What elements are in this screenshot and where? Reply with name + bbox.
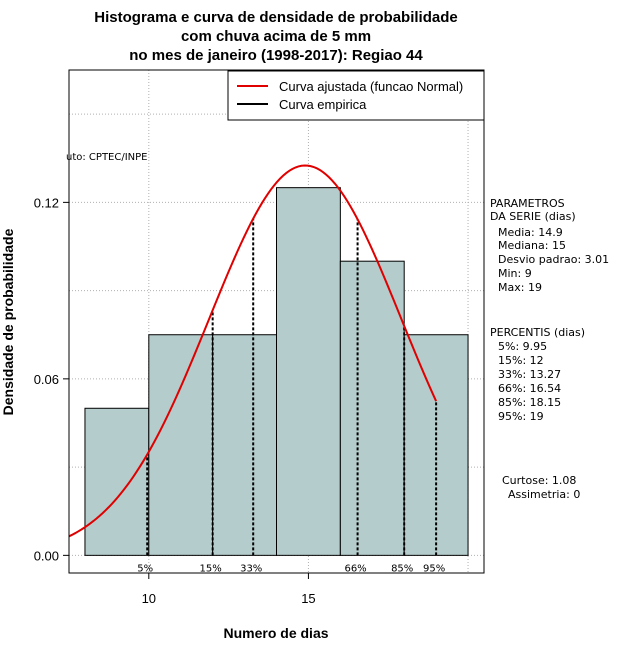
curtose-value: Curtose: 1.08 xyxy=(502,474,576,487)
percentile-label-1: 5% xyxy=(137,563,153,574)
y-tick-label: 0.12 xyxy=(34,195,59,210)
normal-fit-curve xyxy=(68,164,438,538)
histogram-bar-2 xyxy=(148,334,214,556)
param-media: Media: 14.9 xyxy=(498,226,563,239)
percentil-33: 33%: 13.27 xyxy=(498,368,561,381)
chart-title-line-1: Histograma e curva de densidade de proba… xyxy=(94,9,457,26)
percentile-label-5: 85% xyxy=(391,563,413,574)
x-axis-ticks: 10 15 xyxy=(142,573,316,606)
percentis-title: PERCENTIS (dias) xyxy=(490,326,585,339)
histogram-bar-5 xyxy=(339,260,405,556)
y-axis-label: Densidade de probabilidade xyxy=(0,228,16,415)
param-max: Max: 19 xyxy=(498,281,542,294)
percentile-label-3: 33% xyxy=(240,563,262,574)
histogram-bar-1 xyxy=(84,407,150,556)
credit-text: uto: CPTEC/INPE xyxy=(66,152,148,163)
x-tick-label: 15 xyxy=(301,591,315,606)
x-tick-label: 10 xyxy=(142,591,156,606)
percentile-label-2: 15% xyxy=(200,563,222,574)
legend: Curva ajustada (funcao Normal) Curva emp… xyxy=(227,70,485,121)
chart-title-line-2: com chuva acima de 5 mm xyxy=(181,28,371,45)
param-mediana: Mediana: 15 xyxy=(498,239,566,252)
legend-box xyxy=(227,70,485,121)
params-title-line-2: DA SERIE (dias) xyxy=(490,210,576,223)
y-tick-label: 0.06 xyxy=(34,372,59,387)
assimetria-value: Assimetria: 0 xyxy=(508,488,580,501)
plot-frame xyxy=(68,69,485,574)
percentile-label-6: 95% xyxy=(423,563,445,574)
percentile-lines: 5% 15% 33% 66% 85% 95% xyxy=(137,218,445,574)
param-desvio: Desvio padrao: 3.01 xyxy=(498,253,609,266)
legend-label-fit: Curva ajustada (funcao Normal) xyxy=(279,79,463,94)
histogram-bar-4 xyxy=(276,187,341,556)
histogram-bar-3 xyxy=(212,334,277,556)
params-title-line-1: PARAMETROS xyxy=(490,197,565,210)
param-min: Min: 9 xyxy=(498,267,532,280)
percentil-95: 95%: 19 xyxy=(498,410,544,423)
y-tick-label: 0.00 xyxy=(34,548,59,563)
histogram-bars xyxy=(84,187,469,556)
legend-label-empirical: Curva empirica xyxy=(279,97,367,112)
side-panel: PARAMETROS DA SERIE (dias) Media: 14.9 M… xyxy=(490,197,609,501)
percentil-85: 85%: 18.15 xyxy=(498,396,561,409)
y-axis-ticks: 0.00 0.06 0.12 xyxy=(34,195,69,563)
x-axis-label: Numero de dias xyxy=(223,625,328,641)
percentile-label-4: 66% xyxy=(344,563,366,574)
chart-title-line-3: no mes de janeiro (1998-2017): Regiao 44 xyxy=(129,47,423,64)
percentil-5: 5%: 9.95 xyxy=(498,340,547,353)
percentil-66: 66%: 16.54 xyxy=(498,382,561,395)
percentil-15: 15%: 12 xyxy=(498,354,544,367)
